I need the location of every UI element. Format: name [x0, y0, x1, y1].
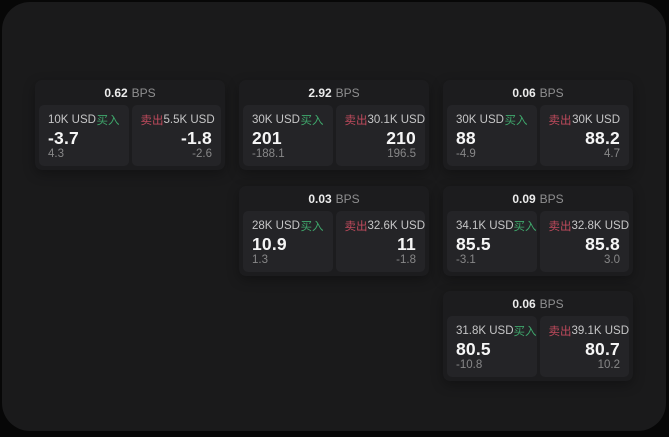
- sell-quote-tile[interactable]: 卖出 32.6K USD 11 -1.8: [335, 211, 426, 272]
- quote-card: 0.06 BPS 30K USD 买入 88 -4.9 卖出 30K USD 88…: [443, 80, 633, 170]
- buy-change-value: -4.9: [456, 148, 476, 160]
- bps-unit-label: BPS: [335, 192, 360, 206]
- quote-card: 0.09 BPS 34.1K USD 买入 85.5 -3.1 卖出 32.8K …: [443, 186, 633, 276]
- quotes-panel: 0.62 BPS 10K USD 买入 -3.7 4.3 卖出 5.5K USD …: [2, 2, 666, 431]
- sell-side-label: 卖出: [344, 221, 368, 233]
- sell-amount-label: 30K USD: [572, 114, 620, 126]
- buy-side-label: 买入: [96, 115, 120, 127]
- buy-quote-tile[interactable]: 28K USD 买入 10.9 1.3: [243, 211, 333, 272]
- buy-price-value: 10.9: [252, 234, 287, 254]
- bps-unit-label: BPS: [539, 297, 564, 311]
- quote-card: 0.03 BPS 28K USD 买入 10.9 1.3 卖出 32.6K USD…: [239, 186, 429, 276]
- sell-change-value: 3.0: [604, 254, 620, 266]
- buy-change-value: -188.1: [252, 148, 285, 160]
- sell-price-value: 210: [386, 128, 416, 148]
- sell-quote-tile[interactable]: 卖出 5.5K USD -1.8 -2.6: [131, 105, 221, 166]
- card-body: 10K USD 买入 -3.7 4.3 卖出 5.5K USD -1.8 -2.…: [35, 105, 225, 166]
- sell-quote-tile[interactable]: 卖出 30.1K USD 210 196.5: [335, 105, 426, 166]
- buy-price-value: 88: [456, 128, 476, 148]
- sell-change-value: 4.7: [604, 148, 620, 160]
- buy-change-value: -3.1: [456, 254, 476, 266]
- card-header: 0.03 BPS: [239, 186, 429, 211]
- buy-side-label: 买入: [513, 326, 537, 338]
- buy-change-value: -10.8: [456, 359, 483, 371]
- sell-change-value: 10.2: [597, 359, 620, 371]
- buy-price-value: 85.5: [456, 234, 491, 254]
- card-body: 31.8K USD 买入 80.5 -10.8 卖出 39.1K USD 80.…: [443, 316, 633, 377]
- buy-change-value: 4.3: [48, 148, 64, 160]
- sell-amount-label: 32.6K USD: [367, 220, 426, 232]
- buy-side-label: 买入: [300, 221, 324, 233]
- card-body: 30K USD 买入 201 -188.1 卖出 30.1K USD 210 1…: [239, 105, 429, 166]
- sell-price-value: 11: [397, 234, 416, 254]
- spread-bps-value: 0.06: [512, 297, 536, 311]
- sell-amount-label: 32.8K USD: [571, 220, 630, 232]
- buy-amount-label: 31.8K USD: [456, 325, 514, 337]
- sell-side-label: 卖出: [548, 326, 572, 338]
- sell-quote-tile[interactable]: 卖出 39.1K USD 80.7 10.2: [539, 316, 630, 377]
- sell-quote-tile[interactable]: 卖出 30K USD 88.2 4.7: [539, 105, 629, 166]
- sell-side-label: 卖出: [140, 115, 164, 127]
- buy-side-label: 买入: [504, 115, 528, 127]
- buy-side-label: 买入: [300, 115, 324, 127]
- sell-price-value: -1.8: [181, 128, 212, 148]
- spread-bps-value: 0.03: [308, 192, 332, 206]
- buy-amount-label: 30K USD: [252, 114, 300, 126]
- buy-quote-tile[interactable]: 30K USD 买入 88 -4.9: [447, 105, 537, 166]
- bps-unit-label: BPS: [131, 86, 156, 100]
- sell-side-label: 卖出: [344, 115, 368, 127]
- buy-quote-tile[interactable]: 34.1K USD 买入 85.5 -3.1: [447, 211, 537, 272]
- buy-amount-label: 10K USD: [48, 114, 96, 126]
- buy-amount-label: 30K USD: [456, 114, 504, 126]
- quote-card: 0.06 BPS 31.8K USD 买入 80.5 -10.8 卖出 39.1K…: [443, 291, 633, 381]
- bps-unit-label: BPS: [335, 86, 360, 100]
- card-body: 30K USD 买入 88 -4.9 卖出 30K USD 88.2 4.7: [443, 105, 633, 166]
- buy-amount-label: 34.1K USD: [456, 220, 514, 232]
- buy-quote-tile[interactable]: 10K USD 买入 -3.7 4.3: [39, 105, 129, 166]
- sell-amount-label: 5.5K USD: [163, 114, 215, 126]
- buy-quote-tile[interactable]: 31.8K USD 买入 80.5 -10.8: [447, 316, 537, 377]
- sell-price-value: 85.8: [585, 234, 620, 254]
- buy-change-value: 1.3: [252, 254, 268, 266]
- sell-side-label: 卖出: [548, 115, 572, 127]
- bps-unit-label: BPS: [539, 192, 564, 206]
- spread-bps-value: 0.06: [512, 86, 536, 100]
- quote-card: 2.92 BPS 30K USD 买入 201 -188.1 卖出 30.1K U…: [239, 80, 429, 170]
- sell-change-value: -2.6: [192, 148, 212, 160]
- bps-unit-label: BPS: [539, 86, 564, 100]
- spread-bps-value: 0.62: [104, 86, 128, 100]
- buy-price-value: -3.7: [48, 128, 79, 148]
- sell-price-value: 80.7: [585, 339, 620, 359]
- buy-side-label: 买入: [513, 221, 537, 233]
- sell-change-value: 196.5: [387, 148, 416, 160]
- buy-amount-label: 28K USD: [252, 220, 300, 232]
- spread-bps-value: 2.92: [308, 86, 332, 100]
- quote-card: 0.62 BPS 10K USD 买入 -3.7 4.3 卖出 5.5K USD …: [35, 80, 225, 170]
- sell-amount-label: 30.1K USD: [367, 114, 426, 126]
- sell-price-value: 88.2: [585, 128, 620, 148]
- card-header: 0.62 BPS: [35, 80, 225, 105]
- sell-quote-tile[interactable]: 卖出 32.8K USD 85.8 3.0: [539, 211, 630, 272]
- card-body: 34.1K USD 买入 85.5 -3.1 卖出 32.8K USD 85.8…: [443, 211, 633, 272]
- card-body: 28K USD 买入 10.9 1.3 卖出 32.6K USD 11 -1.8: [239, 211, 429, 272]
- card-header: 0.06 BPS: [443, 291, 633, 316]
- card-header: 0.06 BPS: [443, 80, 633, 105]
- sell-side-label: 卖出: [548, 221, 572, 233]
- buy-price-value: 201: [252, 128, 282, 148]
- sell-amount-label: 39.1K USD: [571, 325, 630, 337]
- card-header: 0.09 BPS: [443, 186, 633, 211]
- buy-quote-tile[interactable]: 30K USD 买入 201 -188.1: [243, 105, 333, 166]
- buy-price-value: 80.5: [456, 339, 491, 359]
- card-header: 2.92 BPS: [239, 80, 429, 105]
- spread-bps-value: 0.09: [512, 192, 536, 206]
- sell-change-value: -1.8: [396, 254, 416, 266]
